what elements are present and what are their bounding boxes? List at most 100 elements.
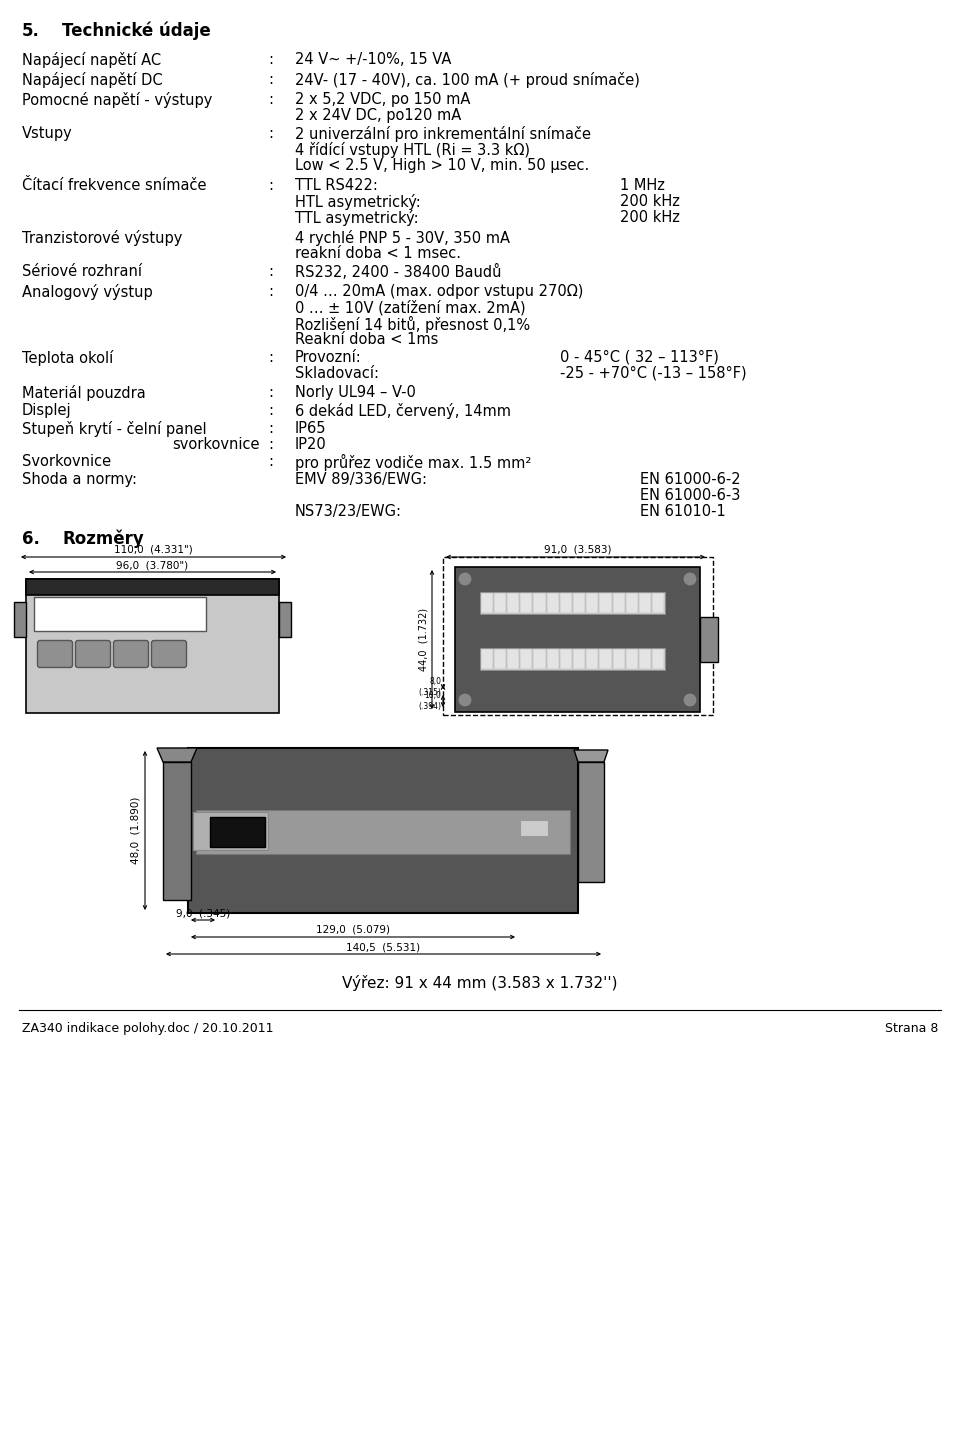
- Text: :: :: [268, 437, 273, 451]
- Text: Analogový výstup: Analogový výstup: [22, 284, 153, 300]
- Bar: [626, 650, 638, 669]
- Text: TTL RS422:: TTL RS422:: [295, 178, 378, 192]
- Bar: [599, 593, 612, 614]
- Bar: [480, 592, 665, 614]
- Text: 10,0
(.394): 10,0 (.394): [418, 692, 441, 710]
- Text: IP65: IP65: [295, 421, 326, 436]
- Text: Stupeň krytí - čelní panel: Stupeň krytí - čelní panel: [22, 421, 206, 437]
- Text: 1 MHz: 1 MHz: [620, 178, 665, 192]
- Bar: [587, 593, 598, 614]
- Text: Low < 2.5 V, High > 10 V, min. 50 µsec.: Low < 2.5 V, High > 10 V, min. 50 µsec.: [295, 158, 589, 174]
- Bar: [534, 650, 545, 669]
- Bar: [626, 593, 638, 614]
- Text: Výřez: 91 x 44 mm (3.583 x 1.732''): Výřez: 91 x 44 mm (3.583 x 1.732''): [343, 975, 617, 991]
- Text: 200 kHz: 200 kHz: [620, 210, 680, 224]
- Text: 129,0  (5.079): 129,0 (5.079): [316, 925, 390, 935]
- Bar: [520, 820, 548, 836]
- Text: :: :: [268, 263, 273, 279]
- Text: Rozlišení 14 bitů, přesnost 0,1%: Rozlišení 14 bitů, přesnost 0,1%: [295, 315, 530, 333]
- Text: Displej: Displej: [22, 404, 72, 418]
- Bar: [573, 650, 586, 669]
- Bar: [546, 593, 559, 614]
- Polygon shape: [157, 748, 197, 763]
- Text: 48,0  (1.890): 48,0 (1.890): [131, 796, 141, 864]
- Bar: [560, 593, 572, 614]
- Text: :: :: [268, 52, 273, 67]
- Text: 8,0
(.315): 8,0 (.315): [419, 677, 441, 696]
- Text: RS232, 2400 - 38400 Baudů: RS232, 2400 - 38400 Baudů: [295, 263, 501, 281]
- Bar: [587, 650, 598, 669]
- Bar: [26, 579, 279, 595]
- FancyBboxPatch shape: [76, 641, 110, 667]
- Text: Strana 8: Strana 8: [884, 1022, 938, 1035]
- Text: :: :: [268, 72, 273, 87]
- Text: EN 61000-6-2: EN 61000-6-2: [640, 472, 740, 488]
- Text: Reakní doba < 1ms: Reakní doba < 1ms: [295, 331, 439, 347]
- Circle shape: [458, 693, 472, 708]
- Text: :: :: [268, 404, 273, 418]
- Text: 2 x 24V DC, po120 mA: 2 x 24V DC, po120 mA: [295, 109, 461, 123]
- Text: 44,0  (1.732): 44,0 (1.732): [418, 608, 428, 670]
- Text: NS73/23/EWG:: NS73/23/EWG:: [295, 504, 402, 519]
- Bar: [210, 818, 265, 846]
- Text: 9,0  (.345): 9,0 (.345): [176, 909, 230, 917]
- Text: EMV 89/336/EWG:: EMV 89/336/EWG:: [295, 472, 427, 488]
- Circle shape: [458, 572, 472, 586]
- Text: Norly UL94 – V-0: Norly UL94 – V-0: [295, 385, 416, 399]
- Text: 0 - 45°C ( 32 – 113°F): 0 - 45°C ( 32 – 113°F): [560, 350, 719, 365]
- Text: Shoda a normy:: Shoda a normy:: [22, 472, 137, 488]
- Polygon shape: [574, 750, 608, 763]
- Text: Teplota okolí: Teplota okolí: [22, 350, 113, 366]
- Text: 4 řídící vstupy HTL (Ri = 3.3 kΩ): 4 řídící vstupy HTL (Ri = 3.3 kΩ): [295, 142, 530, 158]
- Bar: [560, 650, 572, 669]
- Text: TTL asymetrický:: TTL asymetrický:: [295, 210, 419, 226]
- Bar: [193, 812, 268, 849]
- Text: 2 univerzální pro inkrementální snímače: 2 univerzální pro inkrementální snímače: [295, 126, 591, 142]
- Bar: [507, 650, 519, 669]
- Bar: [612, 650, 625, 669]
- Text: EN 61010-1: EN 61010-1: [640, 504, 726, 519]
- Text: :: :: [268, 178, 273, 192]
- Bar: [700, 616, 718, 661]
- Bar: [578, 763, 604, 883]
- Bar: [652, 593, 664, 614]
- Bar: [520, 650, 533, 669]
- Text: Materiál pouzdra: Materiál pouzdra: [22, 385, 146, 401]
- Text: ZA340 indikace polohy.doc / 20.10.2011: ZA340 indikace polohy.doc / 20.10.2011: [22, 1022, 274, 1035]
- Text: 6 dekád LED, červený, 14mm: 6 dekád LED, červený, 14mm: [295, 404, 511, 420]
- Bar: [507, 593, 519, 614]
- Bar: [534, 593, 545, 614]
- Bar: [26, 579, 279, 713]
- Bar: [14, 602, 26, 637]
- Text: 96,0  (3.780"): 96,0 (3.780"): [116, 560, 188, 570]
- Bar: [639, 650, 651, 669]
- Text: reakní doba < 1 msec.: reakní doba < 1 msec.: [295, 246, 461, 260]
- Text: EN 61000-6-3: EN 61000-6-3: [640, 488, 740, 504]
- Text: Vstupy: Vstupy: [22, 126, 73, 140]
- Bar: [279, 602, 291, 637]
- Text: 24V- (17 - 40V), ca. 100 mA (+ proud snímače): 24V- (17 - 40V), ca. 100 mA (+ proud sní…: [295, 72, 640, 88]
- Text: 0 … ± 10V (zatížení max. 2mA): 0 … ± 10V (zatížení max. 2mA): [295, 300, 526, 315]
- Bar: [455, 567, 700, 712]
- Text: Napájecí napětí AC: Napájecí napětí AC: [22, 52, 161, 68]
- Bar: [196, 810, 570, 854]
- Text: IP20: IP20: [295, 437, 326, 451]
- Text: 4 rychlé PNP 5 - 30V, 350 mA: 4 rychlé PNP 5 - 30V, 350 mA: [295, 230, 510, 246]
- Text: 91,0  (3.583): 91,0 (3.583): [544, 546, 612, 556]
- Text: Napájecí napětí DC: Napájecí napětí DC: [22, 72, 162, 88]
- FancyBboxPatch shape: [152, 641, 186, 667]
- Text: Provozní:: Provozní:: [295, 350, 362, 365]
- Bar: [493, 593, 506, 614]
- Text: Sériové rozhraní: Sériové rozhraní: [22, 263, 142, 279]
- Text: 24 V~ +/-10%, 15 VA: 24 V~ +/-10%, 15 VA: [295, 52, 451, 67]
- Text: HTL asymetrický:: HTL asymetrický:: [295, 194, 420, 210]
- Text: Čítací frekvence snímače: Čítací frekvence snímače: [22, 178, 206, 192]
- Text: Pomocné napětí - výstupy: Pomocné napětí - výstupy: [22, 93, 212, 109]
- Text: svorkovnice: svorkovnice: [173, 437, 260, 451]
- Bar: [443, 557, 713, 715]
- Bar: [480, 648, 665, 670]
- Text: Skladovací:: Skladovací:: [295, 366, 379, 381]
- Text: 0/4 … 20mA (max. odpor vstupu 270Ω): 0/4 … 20mA (max. odpor vstupu 270Ω): [295, 284, 584, 300]
- Text: :: :: [268, 454, 273, 469]
- Text: :: :: [268, 284, 273, 300]
